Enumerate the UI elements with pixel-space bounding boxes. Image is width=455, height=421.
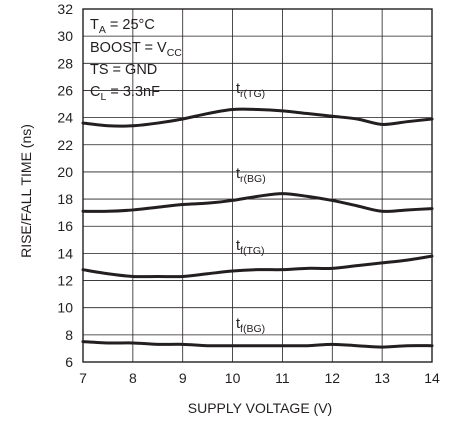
- condition-ta: TA = 25°C: [90, 17, 155, 36]
- series-line-tr-tg: [81, 107, 434, 128]
- y-tick-label: 26: [57, 82, 73, 98]
- series-label-tf-tg: tf(TG): [236, 238, 265, 257]
- x-tick-labels: 7 8 9 10 11 12 13 14: [79, 370, 440, 386]
- x-tick-label: 14: [424, 370, 440, 386]
- series-line-tr-bg: [81, 192, 434, 213]
- y-tick-label: 8: [65, 327, 73, 343]
- x-tick-label: 13: [374, 370, 390, 386]
- series-lines: [81, 107, 434, 349]
- condition-boost: BOOST = VCC: [90, 40, 182, 59]
- y-tick-label: 18: [57, 191, 73, 207]
- x-tick-label: 10: [225, 370, 241, 386]
- y-tick-label: 30: [57, 28, 73, 44]
- y-tick-label: 10: [57, 300, 73, 316]
- series-labels: tr(TG) tr(BG) tf(TG) tf(BG): [236, 81, 266, 335]
- y-tick-labels: 6 8 10 12 14 16 18 20 22 24 26 28 30 32: [57, 1, 73, 370]
- x-axis-title: SUPPLY VOLTAGE (V): [188, 400, 332, 416]
- series-line-tf-tg: [81, 254, 434, 279]
- y-tick-label: 14: [57, 245, 73, 261]
- y-axis-title: RISE/FALL TIME (ns): [18, 124, 34, 258]
- y-tick-label: 6: [65, 354, 73, 370]
- condition-ts: TS = GND: [90, 62, 157, 78]
- y-tick-label: 20: [57, 164, 73, 180]
- y-tick-label: 12: [57, 273, 73, 289]
- series-line-tf-bg: [81, 340, 434, 349]
- x-tick-label: 8: [129, 370, 137, 386]
- series-label-tf-bg: tf(BG): [236, 316, 265, 335]
- y-tick-label: 24: [57, 110, 73, 126]
- y-tick-label: 32: [57, 1, 73, 17]
- condition-cl: CL = 3.3nF: [90, 84, 160, 103]
- series-label-tr-bg: tr(BG): [236, 166, 266, 185]
- x-tick-label: 12: [324, 370, 340, 386]
- y-tick-label: 22: [57, 137, 73, 153]
- y-tick-label: 16: [57, 218, 73, 234]
- test-conditions: TA = 25°C BOOST = VCC TS = GND CL = 3.3n…: [90, 17, 182, 103]
- series-label-tr-tg: tr(TG): [236, 81, 265, 100]
- x-tick-label: 11: [275, 370, 290, 386]
- x-tick-label: 9: [179, 370, 187, 386]
- plot-frame: [82, 8, 433, 363]
- x-tick-label: 7: [79, 370, 87, 386]
- y-tick-label: 28: [57, 55, 73, 71]
